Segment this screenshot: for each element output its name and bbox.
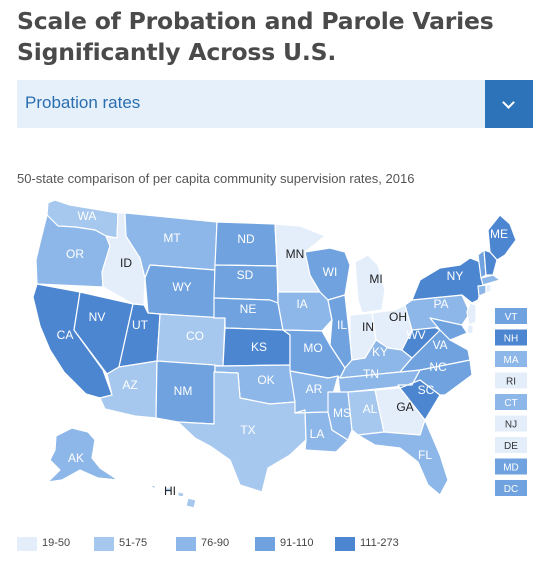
- state-label-ks: KS: [251, 340, 267, 354]
- state-de[interactable]: [466, 324, 474, 335]
- legend-swatch: [176, 537, 196, 551]
- state-md[interactable]: [429, 317, 468, 341]
- small-state-box-nj[interactable]: [495, 415, 527, 432]
- small-state-label-vt: VT: [505, 312, 518, 323]
- state-label-mt: MT: [163, 231, 181, 245]
- small-state-box-de[interactable]: [495, 437, 527, 453]
- state-label-id: ID: [120, 256, 132, 270]
- legend-label: 51-75: [119, 537, 148, 549]
- state-ma[interactable]: [480, 274, 501, 286]
- state-nh[interactable]: [483, 249, 498, 276]
- state-label-pa: PA: [433, 297, 448, 311]
- legend-swatch: [94, 537, 114, 551]
- us-choropleth-map: WA OR CA NV ID MT WY UT CO AZ NM ND SD NE KS OK TX MN IA MO…: [32, 199, 527, 509]
- state-label-nc: NC: [429, 360, 447, 374]
- state-label-nm: NM: [174, 384, 193, 398]
- legend-swatch: [335, 537, 355, 551]
- state-label-la: LA: [310, 427, 325, 441]
- state-label-va: VA: [432, 338, 447, 352]
- state-label-me: ME: [490, 227, 508, 241]
- legend-swatch: [255, 537, 275, 551]
- small-state-box-md[interactable]: [495, 458, 527, 475]
- state-label-ok: OK: [257, 373, 274, 387]
- dropdown-toggle-button[interactable]: [485, 80, 533, 128]
- state-label-mn: MN: [286, 247, 305, 261]
- state-label-nd: ND: [237, 232, 255, 246]
- state-label-il: IL: [337, 318, 347, 332]
- state-label-ak: AK: [68, 451, 84, 465]
- small-state-label-ri: RI: [506, 377, 516, 388]
- state-label-oh: OH: [389, 310, 407, 324]
- legend-label: 19-50: [42, 537, 71, 549]
- state-nj[interactable]: [466, 302, 477, 326]
- state-label-ny: NY: [447, 269, 464, 283]
- small-state-box-ri[interactable]: [495, 372, 527, 389]
- state-label-sc: SC: [418, 383, 435, 397]
- state-label-wy: WY: [172, 280, 191, 294]
- rate-type-dropdown[interactable]: Probation rates: [17, 80, 533, 128]
- page-title: Scale of Probation and Parole Varies Sig…: [17, 7, 494, 66]
- small-state-label-nh: NH: [504, 334, 518, 345]
- state-label-tn: TN: [363, 367, 379, 381]
- small-state-box-ma[interactable]: [495, 351, 527, 367]
- small-state-box-vt[interactable]: [495, 308, 527, 324]
- state-label-mi: MI: [369, 272, 382, 286]
- legend-label: 111-273: [360, 537, 399, 549]
- small-state-label-ma: MA: [504, 355, 519, 366]
- dropdown-selected-value: Probation rates: [25, 93, 141, 112]
- small-state-label-md: MD: [503, 463, 519, 474]
- state-label-hi: HI: [164, 484, 176, 498]
- legend-label: 91-110: [280, 537, 314, 549]
- state-label-co: CO: [186, 329, 204, 343]
- state-label-ga: GA: [396, 400, 413, 414]
- small-state-label-dc: DC: [504, 484, 518, 495]
- state-ct[interactable]: [477, 284, 487, 297]
- state-label-az: AZ: [122, 378, 137, 392]
- state-label-wa: WA: [78, 209, 97, 223]
- state-label-tx: TX: [240, 423, 255, 437]
- small-state-box-ct[interactable]: [495, 394, 527, 410]
- small-state-label-de: DE: [504, 441, 518, 452]
- state-label-ia: IA: [296, 297, 307, 311]
- state-label-wv: WV: [406, 328, 425, 342]
- map-subtitle: 50-state comparison of per capita commun…: [17, 171, 415, 186]
- small-state-box-nh[interactable]: [495, 329, 527, 346]
- state-label-ne: NE: [240, 302, 257, 316]
- state-label-ms: MS: [333, 406, 351, 420]
- state-mi[interactable]: [354, 254, 386, 314]
- state-label-fl: FL: [418, 448, 432, 462]
- small-state-label-nj: NJ: [505, 420, 517, 431]
- state-label-or: OR: [66, 247, 84, 261]
- small-state-box-dc[interactable]: [495, 480, 527, 496]
- state-fl[interactable]: [357, 419, 449, 496]
- state-label-sd: SD: [237, 268, 254, 282]
- legend-swatch: [17, 537, 37, 551]
- state-ak[interactable]: [47, 427, 119, 483]
- state-label-wi: WI: [323, 265, 338, 279]
- state-label-ut: UT: [132, 318, 149, 332]
- state-label-nv: NV: [89, 310, 106, 324]
- state-label-ca: CA: [57, 328, 74, 342]
- state-label-mo: MO: [303, 341, 322, 355]
- small-state-label-ct: CT: [504, 398, 517, 409]
- state-ri[interactable]: [485, 283, 492, 294]
- state-label-al: AL: [363, 402, 378, 416]
- state-label-ky: KY: [372, 345, 388, 359]
- state-label-in: IN: [362, 320, 374, 334]
- state-hi[interactable]: [149, 484, 197, 509]
- legend-label: 76-90: [201, 537, 230, 549]
- state-label-ar: AR: [306, 382, 323, 396]
- state-tx[interactable]: [177, 371, 307, 493]
